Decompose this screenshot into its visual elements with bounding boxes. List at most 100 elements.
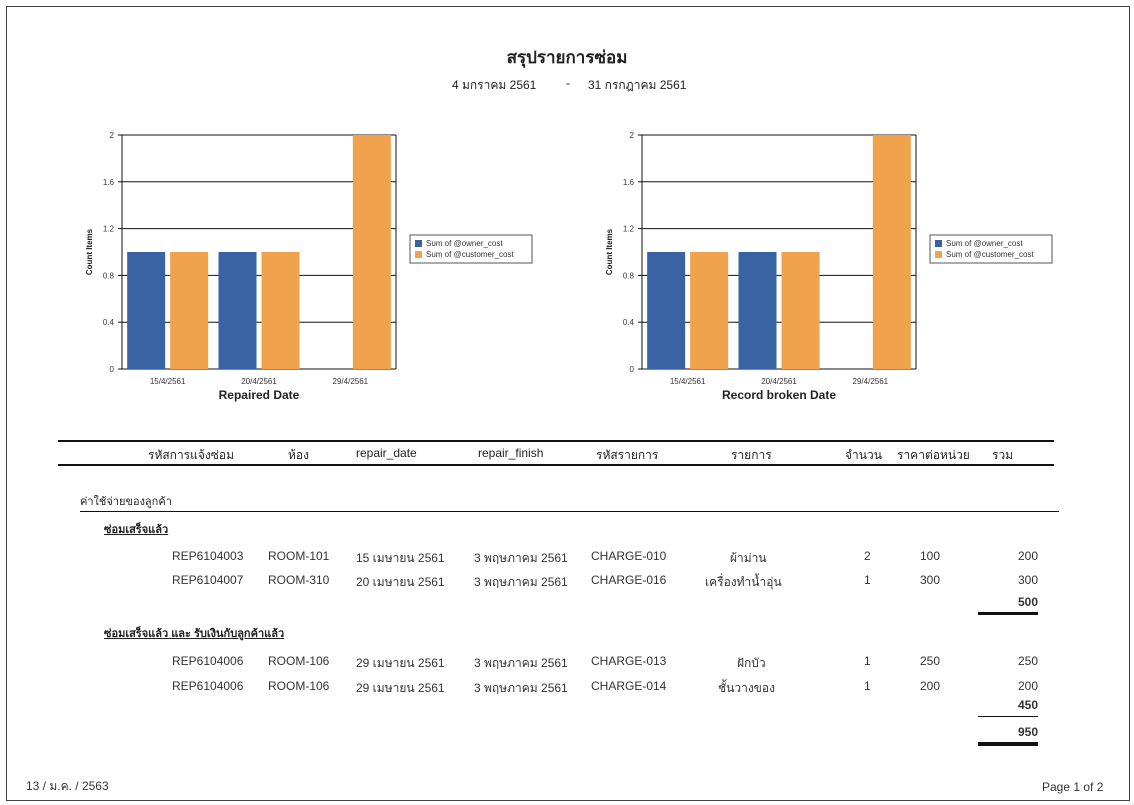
col-header-item: รายการ <box>731 448 772 462</box>
date-to: 31 กรกฎาคม 2561 <box>588 78 687 92</box>
bar <box>781 252 820 369</box>
cell-item: เครื่องทำน้ำอุ่น <box>705 575 782 589</box>
cell-unit-price: 200 <box>920 679 941 693</box>
y-tick-label: 1.6 <box>623 178 635 187</box>
legend-swatch <box>935 240 942 247</box>
y-axis-title: Count Items <box>605 228 614 275</box>
cell-repair-date: 29 เมษายน 2561 <box>356 656 445 670</box>
subtotal-line <box>978 612 1038 615</box>
y-tick-label: 0 <box>110 365 115 374</box>
y-tick-label: 0.4 <box>103 318 115 327</box>
cell-repair-finish: 3 พฤษภาคม 2561 <box>474 575 568 589</box>
cell-total: 200 <box>1017 679 1038 693</box>
y-tick-label: 1.6 <box>103 178 115 187</box>
y-tick-label: 0.4 <box>623 318 635 327</box>
cell-item: ชั้นวางของ <box>718 681 775 695</box>
bar <box>738 252 777 369</box>
bar <box>872 135 911 369</box>
cell-unit-price: 250 <box>920 654 941 668</box>
y-tick-label: 0 <box>630 365 635 374</box>
chart-record-broken-date: 0 0.4 0.8 1.2 1.6 2 15/4/2561 20/4/2561 29/4/256… <box>605 131 1053 402</box>
y-tick-label: 1.2 <box>623 225 635 234</box>
report-title: สรุปรายการซ่อม <box>506 48 628 67</box>
header-bottom-line <box>58 464 1054 466</box>
bar <box>647 252 686 369</box>
cell-room: ROOM-106 <box>268 654 330 668</box>
cell-repair-finish: 3 พฤษภาคม 2561 <box>474 551 568 565</box>
legend-box <box>929 234 1053 264</box>
grand-total-line <box>978 742 1038 746</box>
cell-repair-code: REP6104003 <box>172 549 244 563</box>
col-header-unit-price: ราคาต่อหน่วย <box>897 448 970 462</box>
cell-quantity: 1 <box>864 573 871 587</box>
header-top-line <box>58 440 1054 442</box>
col-header-repair-date: repair_date <box>356 446 417 460</box>
y-tick-label: 2 <box>630 131 635 140</box>
cell-repair-code: REP6104007 <box>172 573 244 587</box>
x-tick-label: 29/4/2561 <box>853 377 889 386</box>
print-date: 13 / ม.ค. / 2563 <box>26 779 109 793</box>
legend-label: Sum of @owner_cost <box>946 239 1023 248</box>
cell-item-code: CHARGE-013 <box>591 654 667 668</box>
bar <box>352 135 391 369</box>
legend-swatch <box>935 251 942 258</box>
bar <box>127 252 166 369</box>
cell-repair-finish: 3 พฤษภาคม 2561 <box>474 681 568 695</box>
legend-label: Sum of @customer_cost <box>426 250 514 259</box>
cell-total: 200 <box>1017 549 1038 563</box>
cell-item-code: CHARGE-016 <box>591 573 667 587</box>
x-tick-label: 15/4/2561 <box>670 377 706 386</box>
section-customer-expense: ค่าใช้จ่ายของลูกค้า <box>80 496 172 508</box>
bar <box>261 252 300 369</box>
col-header-quantity: จำนวน <box>845 448 882 462</box>
cell-room: ROOM-310 <box>268 573 330 587</box>
group-label-repaired-paid: ซ่อมเสร็จแล้ว และ รับเงินกับลูกค้าแล้ว <box>104 628 285 640</box>
cell-quantity: 1 <box>864 679 871 693</box>
x-axis-title: Record broken Date <box>722 388 836 402</box>
col-header-room: ห้อง <box>288 448 309 462</box>
y-axis-title: Count Items <box>85 228 94 275</box>
x-tick-label: 20/4/2561 <box>241 377 277 386</box>
legend-label: Sum of @customer_cost <box>946 250 1034 259</box>
page-number: Page 1 of 2 <box>1042 780 1104 794</box>
col-header-repair-finish: repair_finish <box>478 446 544 460</box>
legend-swatch <box>415 240 422 247</box>
legend-label: Sum of @owner_cost <box>426 239 503 248</box>
cell-repair-finish: 3 พฤษภาคม 2561 <box>474 656 568 670</box>
subtotal-line <box>978 716 1038 717</box>
y-tick-label: 0.8 <box>623 271 635 280</box>
cell-total: 250 <box>1017 654 1038 668</box>
cell-quantity: 1 <box>864 654 871 668</box>
cell-item-code: CHARGE-014 <box>591 679 667 693</box>
group-subtotal: 450 <box>1017 698 1038 712</box>
cell-repair-code: REP6104006 <box>172 654 244 668</box>
cell-room: ROOM-106 <box>268 679 330 693</box>
cell-repair-code: REP6104006 <box>172 679 244 693</box>
x-tick-label: 29/4/2561 <box>333 377 369 386</box>
legend-swatch <box>415 251 422 258</box>
group-subtotal: 500 <box>1017 595 1038 609</box>
cell-repair-date: 15 เมษายน 2561 <box>356 551 445 565</box>
chart-repaired-date: 0 0.4 0.8 1.2 1.6 2 15/4/2561 20/4/2561 29/4/256… <box>85 131 533 402</box>
cell-item: ผ้าม่าน <box>730 551 767 565</box>
bar <box>218 252 257 369</box>
group-label-repaired: ซ่อมเสร็จแล้ว <box>104 524 169 536</box>
x-tick-label: 15/4/2561 <box>150 377 186 386</box>
x-tick-label: 20/4/2561 <box>761 377 797 386</box>
legend-box <box>409 234 533 264</box>
date-from: 4 มกราคม 2561 <box>452 78 537 92</box>
cell-repair-date: 20 เมษายน 2561 <box>356 575 445 589</box>
cell-item-code: CHARGE-010 <box>591 549 667 563</box>
cell-repair-date: 29 เมษายน 2561 <box>356 681 445 695</box>
col-header-repair-code: รหัสการแจ้งซ่อม <box>148 448 235 462</box>
cell-total: 300 <box>1017 573 1038 587</box>
x-axis-title: Repaired Date <box>219 388 300 402</box>
bar <box>690 252 729 369</box>
cell-unit-price: 300 <box>920 573 941 587</box>
col-header-total: รวม <box>992 448 1014 462</box>
grand-total: 950 <box>1017 725 1038 739</box>
cell-room: ROOM-101 <box>268 549 330 563</box>
cell-item: ฝักบัว <box>737 656 766 670</box>
y-tick-label: 1.2 <box>103 225 115 234</box>
cell-quantity: 2 <box>864 549 871 563</box>
